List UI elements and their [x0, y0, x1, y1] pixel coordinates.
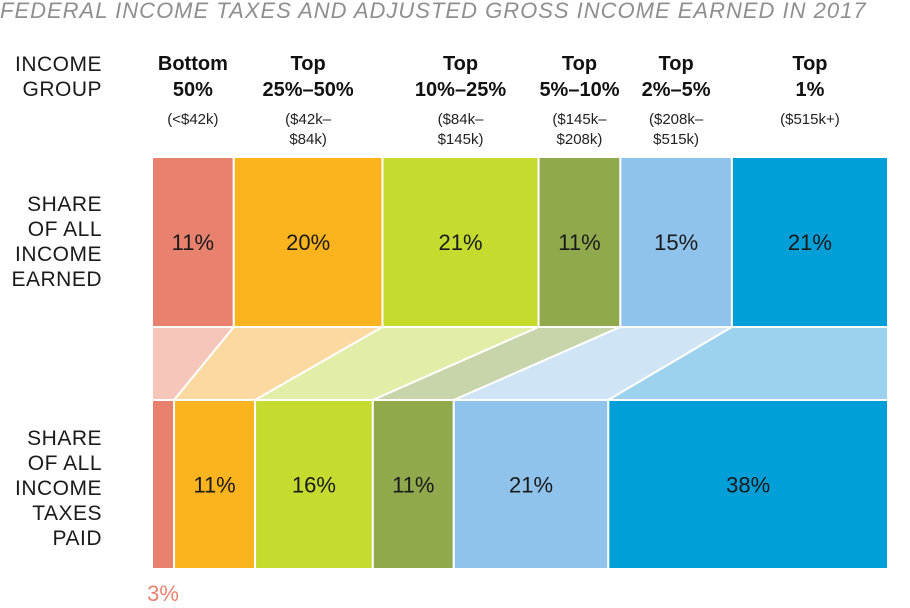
income-range-label: ($208k–	[649, 111, 704, 128]
taxes-paid-label-line: OF ALL	[27, 452, 102, 475]
income-range-label: (<$42k)	[167, 111, 218, 128]
taxes-paid-label-line: PAID	[52, 527, 102, 550]
income-group-name: 2%–5%	[642, 79, 711, 101]
income-earned-label-line: SHARE	[27, 193, 102, 216]
tax-share-value-label: 16%	[292, 473, 336, 498]
income-group-name: 10%–25%	[415, 79, 506, 101]
tax-share-value-label: 3%	[147, 581, 179, 606]
tax-share-value-label: 38%	[726, 473, 770, 498]
taxes-paid-label-line: SHARE	[27, 427, 102, 450]
income-group-name: 5%–10%	[539, 79, 619, 101]
income-share-value-label: 21%	[439, 230, 483, 255]
income-group-name: Top	[792, 53, 827, 75]
income-group-label: INCOME GROUP	[0, 52, 102, 102]
income-share-bar	[381, 156, 540, 328]
income-group-name: 50%	[173, 79, 213, 101]
income-range-label: ($515k+)	[780, 111, 840, 128]
income-share-bar	[730, 156, 889, 328]
income-share-value-label: 21%	[788, 230, 832, 255]
income-share-value-label: 20%	[286, 230, 330, 255]
income-range-label: ($145k–	[552, 111, 607, 128]
income-group-label-line: INCOME	[15, 53, 102, 76]
tax-share-bar	[254, 399, 374, 570]
taxes-paid-label-line: TAXES	[32, 502, 102, 525]
income-range-label: $208k)	[557, 131, 603, 148]
income-share-bar	[619, 156, 733, 328]
income-share-value-label: 15%	[654, 230, 698, 255]
income-range-label: $84k)	[289, 131, 327, 148]
income-range-label: $515k)	[653, 131, 699, 148]
tax-share-bar	[173, 399, 257, 570]
tax-share-bar	[371, 399, 455, 570]
income-earned-label-line: OF ALL	[27, 218, 102, 241]
tax-share-value-label: 21%	[509, 473, 553, 498]
income-group-name: Bottom	[158, 53, 228, 75]
tax-share-value-label: 11%	[193, 473, 235, 498]
income-earned-label-line: INCOME	[15, 243, 102, 266]
income-range-label: $145k)	[438, 131, 484, 148]
income-group-label-line: GROUP	[22, 78, 102, 101]
taxes-paid-row-label: SHARE OF ALL INCOME TAXES PAID	[0, 426, 102, 551]
tax-share-bar	[607, 399, 889, 570]
income-earned-label-line: EARNED	[11, 268, 102, 291]
income-share-value-label: 11%	[558, 230, 600, 255]
income-group-name: Top	[291, 53, 326, 75]
income-range-label: ($42k–	[285, 111, 332, 128]
income-share-value-label: 11%	[172, 230, 214, 255]
taxes-paid-label-line: INCOME	[15, 477, 102, 500]
income-earned-row-label: SHARE OF ALL INCOME EARNED	[0, 192, 102, 292]
income-group-name: 25%–50%	[263, 79, 354, 101]
income-group-name: 1%	[795, 79, 824, 101]
tax-share-bar	[452, 399, 610, 570]
tax-share-bar	[151, 399, 176, 570]
tax-share-value-label: 11%	[392, 473, 434, 498]
income-range-label: ($84k–	[438, 111, 485, 128]
income-group-name: Top	[659, 53, 694, 75]
income-group-name: Top	[562, 53, 597, 75]
chart-title: FEDERAL INCOME TAXES AND ADJUSTED GROSS …	[0, 0, 867, 23]
income-group-name: Top	[443, 53, 478, 75]
